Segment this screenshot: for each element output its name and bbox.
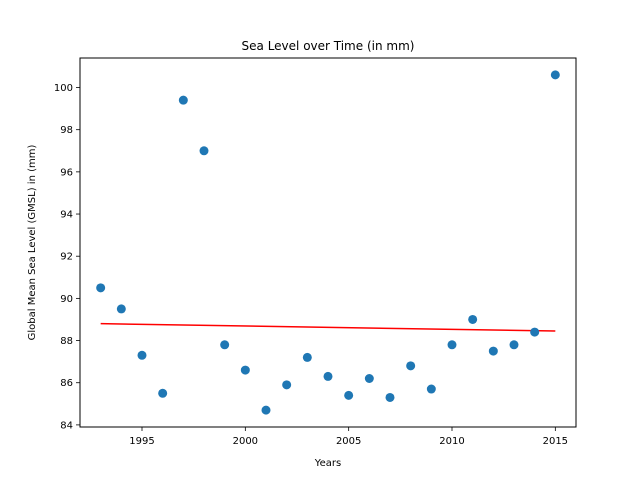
data-point-2008 — [406, 361, 416, 371]
axes-frame — [79, 57, 577, 428]
x-axis-label: Years — [314, 458, 341, 469]
y-tick-label-92: 92 — [60, 252, 73, 263]
data-point-1994 — [116, 304, 126, 314]
x-tick-label-1995: 1995 — [129, 436, 154, 447]
y-tick-label-94: 94 — [60, 210, 73, 221]
y-tick-label-98: 98 — [60, 125, 73, 136]
data-point-2001 — [261, 405, 271, 415]
x-tick-label-2005: 2005 — [336, 436, 361, 447]
data-point-1995 — [137, 350, 147, 360]
data-point-2015 — [550, 70, 560, 80]
data-point-2014 — [530, 327, 540, 337]
data-point-1997 — [178, 95, 188, 105]
data-point-2004 — [323, 371, 333, 381]
data-point-2011 — [468, 314, 478, 324]
data-point-2013 — [509, 340, 519, 350]
data-point-2009 — [426, 384, 436, 394]
y-tick-label-96: 96 — [60, 167, 73, 178]
trend-line — [100, 322, 556, 332]
data-point-2002 — [282, 380, 292, 390]
plot-area — [96, 70, 560, 415]
y-axis-label: Global Mean Sea Level (GMSL) in (mm) — [27, 145, 38, 341]
data-point-2005 — [344, 390, 354, 400]
x-tick-label-2015: 2015 — [543, 436, 568, 447]
y-tick-label-84: 84 — [60, 420, 73, 431]
data-point-2007 — [385, 392, 395, 402]
data-point-1996 — [158, 388, 168, 398]
data-point-2006 — [364, 374, 374, 383]
data-point-2000 — [240, 365, 250, 375]
data-point-1999 — [220, 340, 230, 350]
x-tick-label-2000: 2000 — [233, 436, 258, 447]
y-tick-label-90: 90 — [60, 294, 73, 305]
data-point-2003 — [302, 352, 312, 362]
axis-ticks: 1995 2000 2005 2010 2015 84 86 88 90 92 94 96 98 100 — [54, 83, 568, 447]
data-point-2010 — [447, 340, 457, 350]
y-tick-label-86: 86 — [60, 378, 73, 389]
data-point-2012 — [488, 346, 498, 356]
y-tick-label-100: 100 — [54, 83, 73, 94]
y-tick-label-88: 88 — [60, 336, 73, 347]
data-point-1998 — [199, 146, 209, 156]
chart-title: Sea Level over Time (in mm) — [242, 39, 415, 53]
x-tick-label-2010: 2010 — [439, 436, 464, 447]
data-point-1993 — [96, 283, 106, 293]
